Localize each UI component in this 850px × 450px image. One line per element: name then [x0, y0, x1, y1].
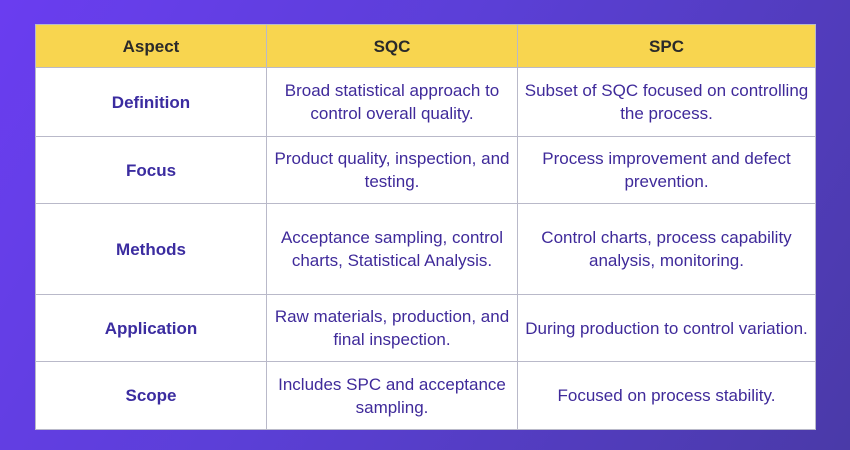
- comparison-table-container: Aspect SQC SPC Definition Broad statisti…: [35, 24, 816, 430]
- row-spc-cell: Process improvement and defect preventio…: [517, 136, 816, 204]
- row-aspect-cell: Scope: [35, 361, 267, 430]
- table-row: Application Raw materials, production, a…: [35, 294, 816, 362]
- row-sqc-cell: Raw materials, production, and final ins…: [266, 294, 518, 362]
- header-sqc: SQC: [266, 24, 518, 68]
- row-aspect-cell: Methods: [35, 203, 267, 295]
- row-sqc-cell: Broad statistical approach to control ov…: [266, 67, 518, 137]
- table-row: Focus Product quality, inspection, and t…: [35, 136, 816, 204]
- row-spc-cell: Control charts, process capability analy…: [517, 203, 816, 295]
- row-sqc-cell: Includes SPC and acceptance sampling.: [266, 361, 518, 430]
- row-spc-cell: Focused on process stability.: [517, 361, 816, 430]
- sqc-vs-spc-table: Aspect SQC SPC Definition Broad statisti…: [35, 24, 816, 430]
- header-row: Aspect SQC SPC: [35, 24, 816, 68]
- table-row: Scope Includes SPC and acceptance sampli…: [35, 361, 816, 430]
- row-sqc-cell: Acceptance sampling, control charts, Sta…: [266, 203, 518, 295]
- row-aspect-cell: Focus: [35, 136, 267, 204]
- row-aspect-cell: Application: [35, 294, 267, 362]
- row-aspect-cell: Definition: [35, 67, 267, 137]
- row-sqc-cell: Product quality, inspection, and testing…: [266, 136, 518, 204]
- table-row: Methods Acceptance sampling, control cha…: [35, 203, 816, 295]
- row-spc-cell: During production to control variation.: [517, 294, 816, 362]
- row-spc-cell: Subset of SQC focused on controlling the…: [517, 67, 816, 137]
- header-spc: SPC: [517, 24, 816, 68]
- header-aspect: Aspect: [35, 24, 267, 68]
- table-row: Definition Broad statistical approach to…: [35, 67, 816, 137]
